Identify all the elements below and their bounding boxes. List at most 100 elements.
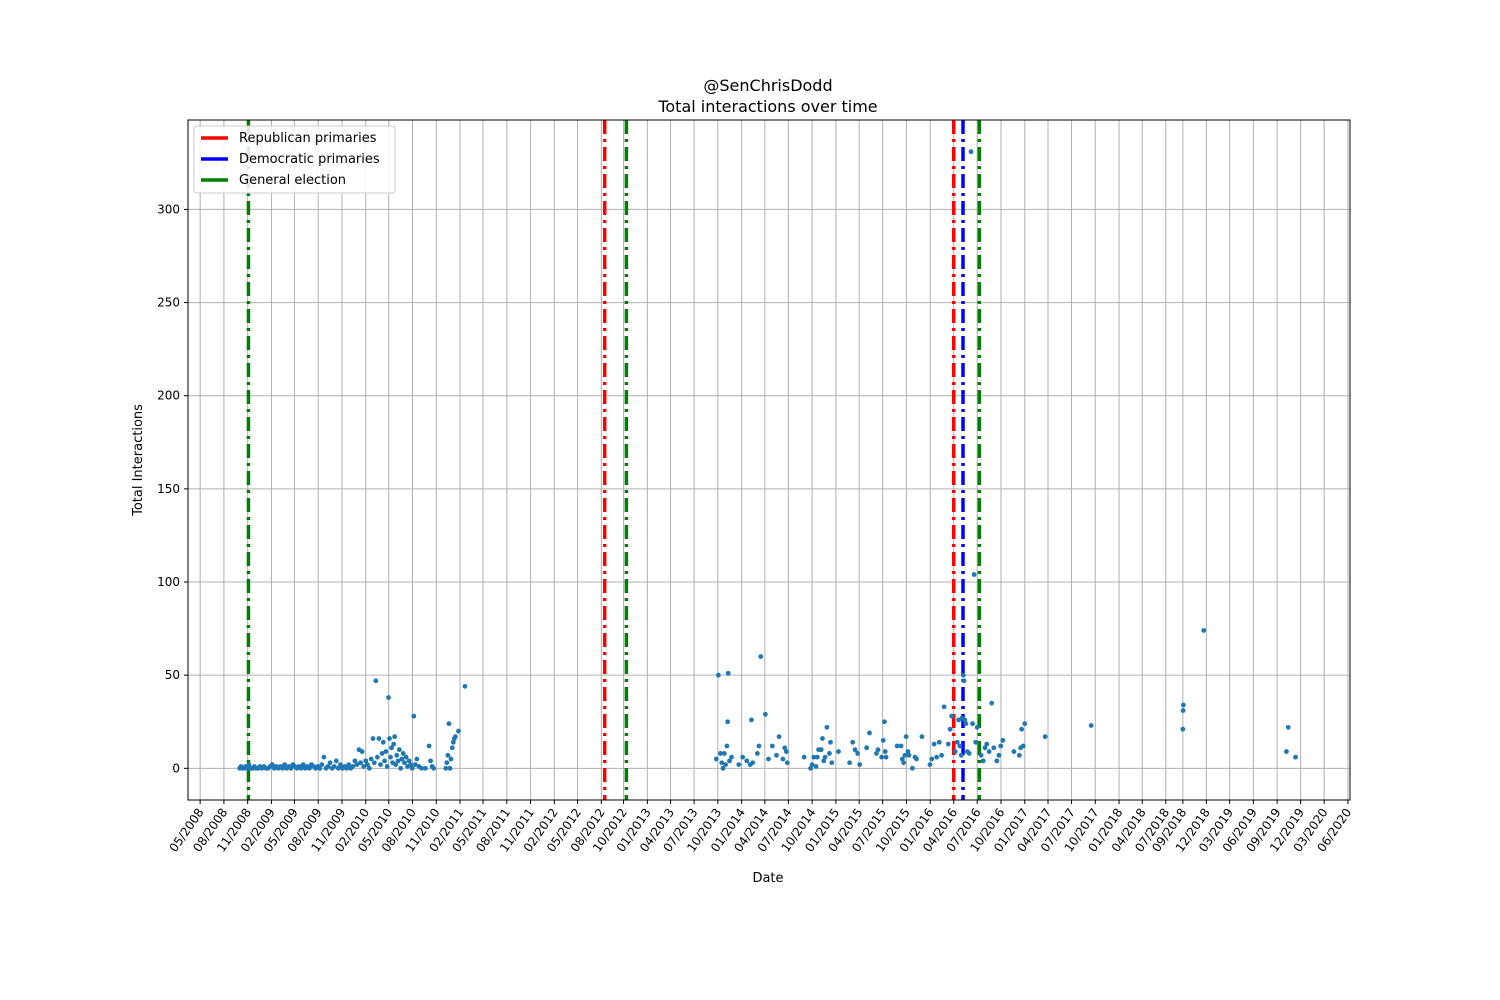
data-point <box>721 751 727 756</box>
y-axis-label: Total Interactions <box>131 404 146 517</box>
data-point <box>952 749 958 754</box>
y-tick-label: 150 <box>157 482 180 496</box>
data-point <box>991 745 997 751</box>
data-point <box>783 749 789 754</box>
data-point <box>1180 708 1186 713</box>
legend-label: General election <box>239 173 346 188</box>
data-point <box>365 762 370 768</box>
data-point <box>368 756 374 762</box>
data-point <box>824 724 830 730</box>
data-point <box>244 765 250 771</box>
data-point <box>409 765 415 771</box>
data-point <box>758 654 764 659</box>
data-point <box>974 724 980 730</box>
data-point <box>403 754 409 760</box>
data-point <box>914 756 919 762</box>
data-point <box>1285 724 1291 730</box>
data-point <box>450 739 456 745</box>
data-point <box>346 762 352 768</box>
y-tick-label: 0 <box>172 761 180 775</box>
data-point <box>875 747 881 753</box>
data-point <box>905 749 911 754</box>
data-point <box>1019 726 1025 732</box>
data-point <box>827 751 832 756</box>
legend: Republican primaries Democratic primaries… <box>193 125 396 194</box>
data-point <box>419 765 424 771</box>
legend-label: Republican primaries <box>239 131 377 146</box>
data-point <box>769 743 775 749</box>
data-point <box>980 758 986 764</box>
data-point <box>882 749 888 754</box>
data-point <box>352 758 358 764</box>
data-point <box>939 752 944 758</box>
legend-label: Democratic primaries <box>239 152 380 167</box>
data-point <box>968 149 974 155</box>
data-point <box>350 764 356 769</box>
data-point <box>428 758 433 764</box>
data-point <box>382 758 387 764</box>
data-point <box>903 734 909 740</box>
data-point <box>1180 702 1186 708</box>
data-point <box>898 743 904 749</box>
data-point <box>947 726 953 732</box>
data-point <box>749 717 754 723</box>
data-point <box>392 734 398 740</box>
data-point <box>882 719 887 725</box>
data-point <box>994 758 1000 764</box>
data-points <box>237 149 1298 771</box>
data-point <box>766 756 771 762</box>
data-point <box>970 721 975 727</box>
data-point <box>729 754 734 760</box>
data-point <box>443 765 449 771</box>
data-point <box>966 751 972 756</box>
data-point <box>821 758 827 764</box>
data-point <box>393 762 399 768</box>
data-point <box>829 760 835 766</box>
data-point <box>828 739 833 745</box>
data-point <box>909 765 915 771</box>
data-point <box>836 749 841 754</box>
data-point <box>724 743 730 749</box>
data-point <box>376 736 382 741</box>
data-point <box>423 765 428 771</box>
data-point <box>883 754 889 760</box>
data-point <box>713 756 719 762</box>
data-point <box>744 758 750 764</box>
data-point <box>446 721 452 727</box>
data-point <box>431 765 437 771</box>
data-point <box>756 743 762 749</box>
data-point <box>894 743 900 749</box>
data-point <box>327 760 333 766</box>
y-tick-label: 300 <box>157 202 180 216</box>
data-point <box>387 736 392 741</box>
data-point <box>396 747 402 753</box>
data-point <box>374 754 380 760</box>
data-point <box>389 745 394 751</box>
data-point <box>414 756 420 762</box>
data-point <box>813 764 819 769</box>
data-point <box>899 756 905 762</box>
data-point <box>776 734 782 740</box>
data-point <box>246 762 252 768</box>
data-point <box>945 741 951 747</box>
data-point <box>321 754 327 760</box>
data-point <box>927 762 933 768</box>
data-point <box>448 756 454 762</box>
y-tick-label: 250 <box>157 296 180 310</box>
data-point <box>408 762 414 768</box>
data-point <box>1042 734 1048 740</box>
data-point <box>901 760 906 766</box>
data-point <box>984 741 990 747</box>
data-point <box>715 672 721 678</box>
data-point <box>962 717 968 723</box>
data-point <box>725 670 731 676</box>
y-tick-label: 100 <box>157 575 180 589</box>
data-point <box>822 754 828 760</box>
data-point <box>850 739 856 745</box>
data-point <box>929 756 935 762</box>
data-point <box>412 762 418 768</box>
data-point <box>331 764 337 769</box>
data-point <box>998 743 1004 749</box>
data-point <box>280 765 285 771</box>
data-point <box>754 751 760 756</box>
